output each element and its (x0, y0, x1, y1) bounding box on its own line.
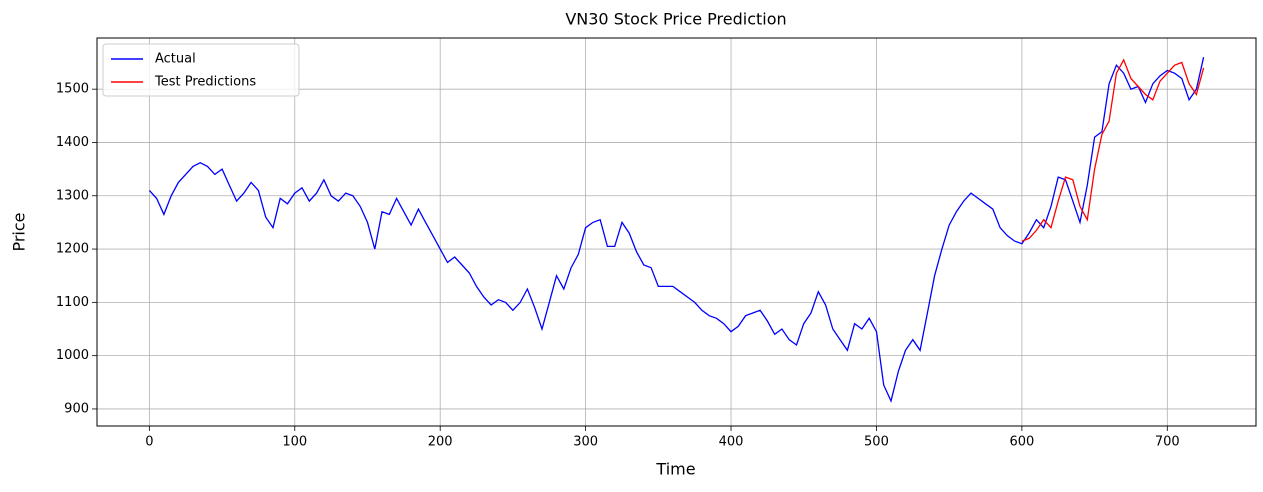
y-tick-label: 1400 (56, 135, 89, 150)
legend-label: Actual (155, 52, 196, 67)
x-axis-label: Time (655, 460, 695, 479)
data-line (1021, 58, 1205, 242)
x-tick-label: 400 (719, 435, 744, 450)
y-tick-label: 1500 (56, 82, 89, 97)
x-tick-label: 0 (145, 435, 153, 450)
legend-box (102, 43, 300, 97)
plot-frame (96, 37, 1257, 427)
x-tick-label: 700 (1155, 435, 1180, 450)
x-tick-label: 600 (1009, 435, 1034, 450)
y-tick-label: 900 (64, 401, 89, 416)
y-axis-label: Price (10, 212, 29, 251)
x-tick-label: 200 (428, 435, 453, 450)
x-tick-label: 100 (282, 435, 307, 450)
y-tick-label: 1100 (56, 295, 89, 310)
x-tick-label: 500 (864, 435, 889, 450)
legend-label: Test Predictions (154, 75, 256, 90)
y-tick-label: 1000 (56, 348, 89, 363)
y-tick-label: 1200 (56, 242, 89, 257)
data-line (148, 57, 1205, 403)
y-tick-label: 1300 (56, 188, 89, 203)
x-tick-label: 300 (573, 435, 598, 450)
chart-title: VN30 Stock Price Prediction (565, 10, 786, 29)
